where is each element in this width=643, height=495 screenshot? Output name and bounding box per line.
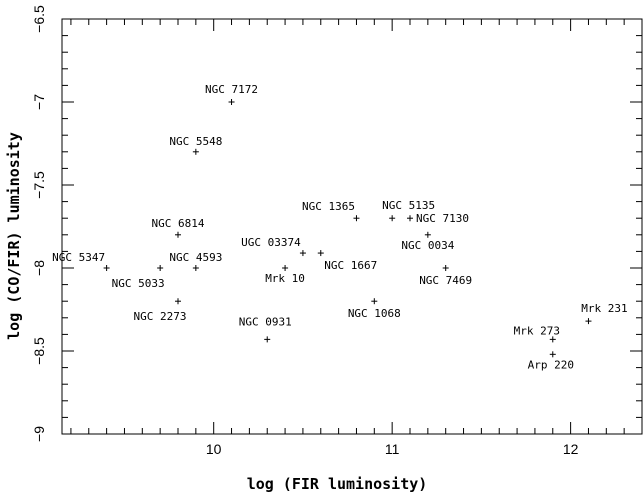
y-tick-label: −9: [31, 426, 47, 442]
data-point-marker: [192, 265, 199, 271]
axis-ticks: [62, 18, 643, 435]
data-points: [103, 99, 592, 358]
point-label: NGC 5548: [169, 135, 222, 148]
y-tick-label: −7.5: [31, 171, 47, 199]
x-axis-label: log (FIR luminosity): [247, 475, 428, 493]
point-label: NGC 2273: [134, 310, 187, 323]
data-point-marker: [371, 298, 378, 305]
point-label: NGC 7172: [205, 83, 258, 96]
x-tick-label: 12: [563, 441, 579, 457]
x-tick-label: 11: [385, 441, 400, 457]
data-point-marker: [424, 231, 431, 238]
point-label: UGC 03374: [241, 236, 301, 249]
data-point-marker: [264, 336, 271, 343]
y-tick-label: −6.5: [31, 5, 47, 33]
point-label: NGC 5033: [112, 277, 165, 290]
point-label: NGC 6814: [152, 217, 205, 230]
data-point-marker: [175, 231, 181, 238]
data-point-marker: [157, 265, 164, 271]
point-label: NGC 0931: [239, 315, 292, 328]
y-axis-label: log (CO/FIR) luminosity: [5, 132, 23, 340]
data-point-marker: [317, 250, 324, 257]
x-tick-label: 10: [206, 441, 222, 457]
point-label: Arp 220: [528, 358, 574, 371]
data-point-marker: [282, 265, 289, 271]
y-tick-label: −7: [31, 94, 47, 110]
y-tick-label: −8.5: [31, 337, 47, 365]
data-point-marker: [442, 265, 449, 271]
point-label: NGC 7130: [416, 212, 469, 225]
data-point-marker: [103, 265, 110, 271]
point-label: NGC 0034: [401, 239, 454, 252]
data-point-marker: [549, 336, 556, 343]
data-point-marker: [407, 215, 413, 222]
data-point-marker: [299, 250, 306, 257]
data-point-marker: [585, 318, 592, 325]
data-point-marker: [192, 148, 199, 155]
point-label: Mrk 231: [581, 302, 627, 315]
data-point-marker: [228, 99, 235, 105]
y-tick-label: −8: [31, 260, 47, 276]
data-point-marker: [549, 351, 556, 358]
point-label: Mrk 273: [514, 324, 560, 337]
point-label: Mrk 10: [265, 272, 305, 285]
plot-frame: [61, 18, 643, 435]
point-label: NGC 5347: [52, 251, 105, 264]
data-point-marker: [389, 215, 396, 222]
point-label: NGC 1068: [348, 307, 401, 320]
axis-tick-labels: 10 11 12 −9 −8.5 −8 −7.5 −7 −6.5: [31, 5, 579, 457]
point-label: NGC 1365: [302, 200, 355, 213]
point-label: NGC 5135: [382, 199, 435, 212]
point-label: NGC 4593: [169, 251, 222, 264]
point-labels: NGC 7172 NGC 5548 NGC 6814 NGC 5347 NGC 5033…: [52, 83, 628, 371]
data-point-marker: [175, 298, 181, 305]
point-label: NGC 7469: [419, 274, 472, 287]
data-point-marker: [353, 215, 360, 222]
point-label: NGC 1667: [324, 259, 377, 272]
